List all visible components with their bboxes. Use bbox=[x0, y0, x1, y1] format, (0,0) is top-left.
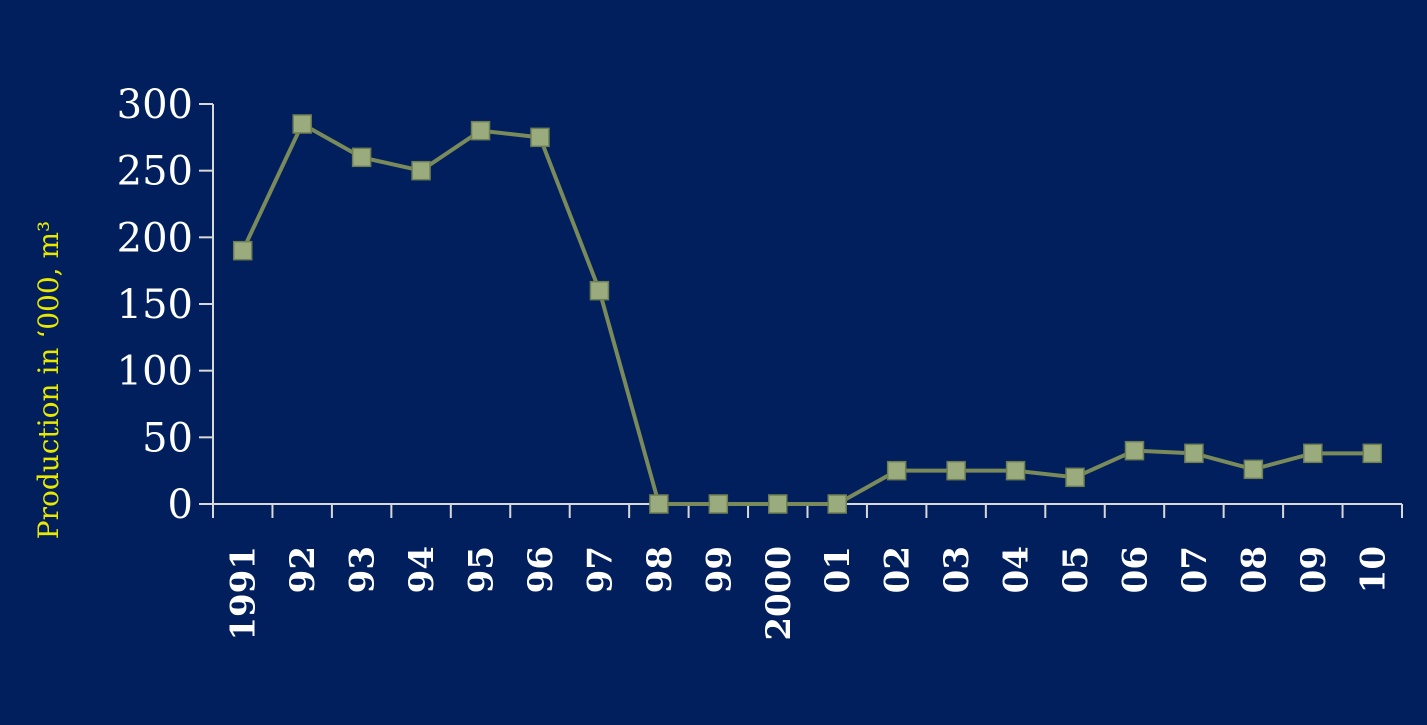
x-tick-label: 98 bbox=[640, 546, 680, 593]
x-tick-label: 04 bbox=[997, 546, 1037, 593]
x-tick-label: 99 bbox=[699, 546, 739, 593]
x-tick-label: 96 bbox=[521, 546, 561, 593]
data-point-marker bbox=[1362, 443, 1383, 464]
data-point-marker bbox=[232, 240, 253, 261]
data-point-marker bbox=[351, 147, 372, 168]
data-point-marker bbox=[1303, 443, 1323, 464]
data-point-marker bbox=[649, 494, 669, 514]
x-tick-labels: 1991 92 93 94 95 96 97 98 99 2000 01 02 03 04 05 06 07 08… bbox=[224, 546, 1394, 641]
y-tick-label: 250 bbox=[117, 149, 193, 195]
y-tick-label: 50 bbox=[142, 415, 193, 461]
x-tick-label: 09 bbox=[1294, 546, 1334, 593]
x-tick-label: 92 bbox=[283, 546, 323, 593]
data-point-marker bbox=[589, 280, 610, 301]
y-tick-label: 150 bbox=[117, 282, 193, 328]
data-point-marker bbox=[946, 460, 966, 481]
data-point-marker bbox=[768, 494, 788, 514]
data-point-marker bbox=[1124, 440, 1145, 461]
x-tick-label: 08 bbox=[1234, 546, 1274, 593]
data-point-marker bbox=[470, 120, 491, 141]
data-point-marker bbox=[292, 114, 312, 134]
y-tick-label: 100 bbox=[117, 349, 193, 395]
data-point-marker bbox=[708, 494, 729, 514]
x-tick-label: 06 bbox=[1115, 546, 1155, 593]
x-tick-label: 95 bbox=[462, 546, 502, 593]
series-line bbox=[240, 121, 1373, 506]
y-tick-label: 0 bbox=[168, 482, 193, 528]
data-point-marker bbox=[411, 160, 431, 181]
x-tick-label: 03 bbox=[937, 546, 977, 593]
x-tick-label: 07 bbox=[1175, 546, 1215, 593]
data-point-marker bbox=[827, 494, 847, 514]
data-markers bbox=[232, 114, 1383, 514]
y-tick-label: 200 bbox=[117, 215, 193, 261]
axes bbox=[199, 103, 1403, 518]
data-point-marker bbox=[1243, 459, 1264, 480]
x-tick-label: 1991 bbox=[224, 546, 264, 641]
y-axis-label: Production in ‘000, m³ bbox=[32, 221, 65, 540]
x-tick-label: 94 bbox=[402, 546, 442, 593]
x-tick-label: 2000 bbox=[759, 546, 799, 641]
data-point-marker bbox=[1184, 443, 1204, 464]
x-tick-label: 01 bbox=[818, 546, 858, 593]
y-tick-labels: 0 50 100 150 200 250 300 bbox=[117, 82, 193, 528]
x-tick-label: 05 bbox=[1056, 546, 1096, 593]
y-tick-label: 300 bbox=[117, 82, 193, 128]
data-point-marker bbox=[1005, 460, 1026, 481]
data-point-marker bbox=[530, 127, 550, 148]
x-tick-label: 93 bbox=[343, 546, 383, 593]
x-tick-label: 97 bbox=[580, 546, 620, 593]
data-point-marker bbox=[1065, 467, 1085, 488]
data-point-marker bbox=[886, 460, 907, 481]
x-tick-label: 02 bbox=[878, 546, 918, 593]
x-tick-label: 10 bbox=[1353, 546, 1393, 593]
